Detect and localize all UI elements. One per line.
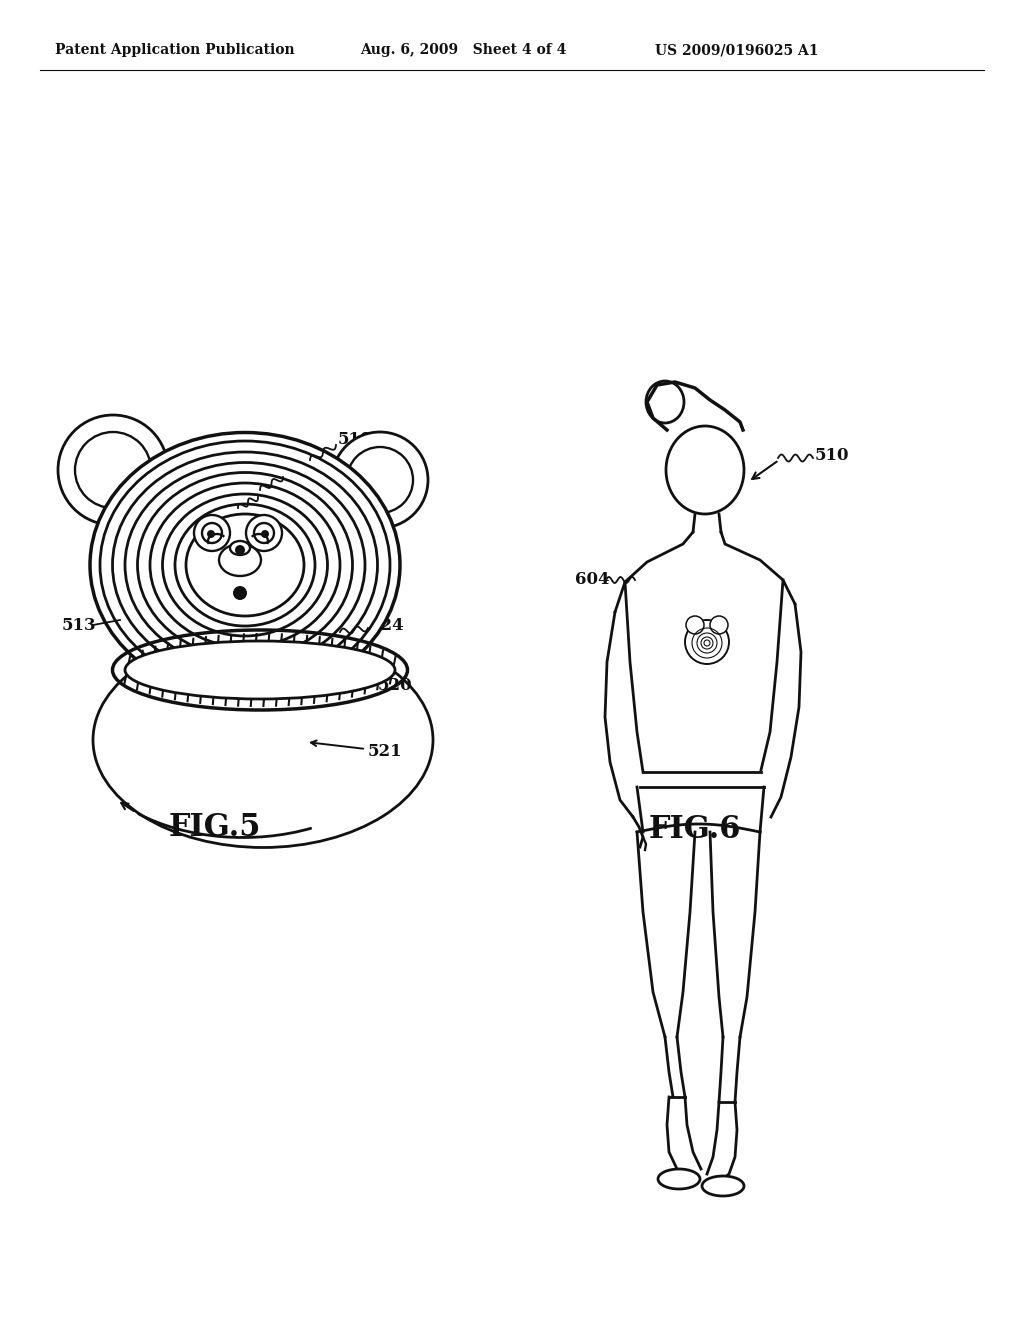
Text: Aug. 6, 2009   Sheet 4 of 4: Aug. 6, 2009 Sheet 4 of 4	[360, 44, 566, 57]
Ellipse shape	[646, 381, 684, 422]
Text: 514: 514	[260, 483, 295, 500]
Text: 513: 513	[62, 616, 96, 634]
Circle shape	[207, 531, 215, 539]
Ellipse shape	[702, 1176, 744, 1196]
Text: 512: 512	[285, 463, 319, 480]
Circle shape	[347, 447, 413, 513]
Text: 510: 510	[338, 432, 373, 449]
Circle shape	[202, 523, 222, 543]
Circle shape	[246, 515, 282, 550]
Circle shape	[332, 432, 428, 528]
Circle shape	[194, 515, 230, 550]
Text: 604: 604	[575, 572, 609, 589]
Circle shape	[234, 545, 245, 554]
Ellipse shape	[195, 521, 295, 609]
Circle shape	[686, 616, 705, 634]
Text: 524: 524	[370, 616, 404, 634]
Circle shape	[261, 531, 269, 539]
Text: FIG.6: FIG.6	[649, 814, 741, 846]
Text: US 2009/0196025 A1: US 2009/0196025 A1	[655, 44, 818, 57]
Circle shape	[58, 414, 168, 525]
Ellipse shape	[125, 642, 395, 700]
Circle shape	[254, 523, 274, 543]
Text: 520: 520	[378, 676, 413, 693]
Ellipse shape	[90, 433, 400, 697]
Circle shape	[710, 616, 728, 634]
Circle shape	[685, 620, 729, 664]
Circle shape	[233, 586, 247, 601]
Text: 521: 521	[368, 743, 402, 760]
Text: 510: 510	[815, 446, 850, 463]
Ellipse shape	[658, 1170, 700, 1189]
Ellipse shape	[93, 632, 433, 847]
Ellipse shape	[666, 426, 744, 513]
Ellipse shape	[230, 541, 250, 554]
Circle shape	[75, 432, 151, 508]
Text: FIG.5: FIG.5	[169, 813, 261, 843]
Text: Patent Application Publication: Patent Application Publication	[55, 44, 295, 57]
Ellipse shape	[219, 544, 261, 576]
